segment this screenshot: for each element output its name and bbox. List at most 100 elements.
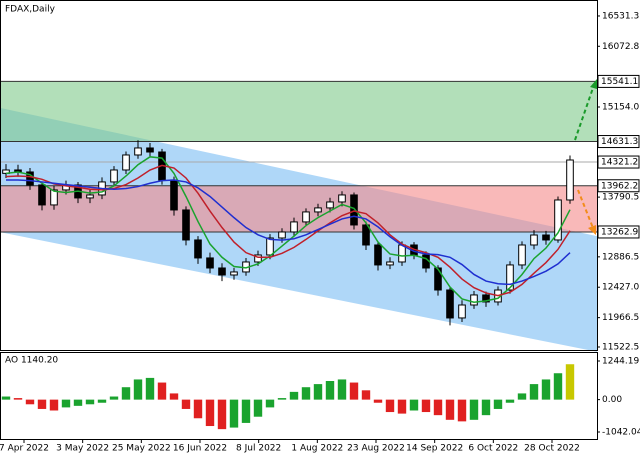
ao-bar xyxy=(481,399,491,416)
x-tick-label: 16 Jun 2022 xyxy=(173,444,227,454)
ao-bar xyxy=(217,399,227,430)
x-tick-label: 23 Aug 2022 xyxy=(347,444,405,454)
chart-title: FDAX,Daily xyxy=(5,5,56,15)
ao-bar xyxy=(337,379,347,400)
ao-bar xyxy=(97,399,107,403)
candle-body xyxy=(122,154,130,171)
candle-body xyxy=(110,169,118,183)
candle-body xyxy=(458,304,466,319)
ao-bar xyxy=(145,377,155,400)
candle-body xyxy=(314,207,322,213)
candle-body xyxy=(38,184,46,206)
ao-bar xyxy=(133,379,143,400)
ao-bar xyxy=(517,393,527,400)
ao-bar xyxy=(313,384,323,400)
ao-bar xyxy=(277,398,287,400)
price-panel xyxy=(0,80,597,352)
ao-bar xyxy=(169,393,179,400)
candle-body xyxy=(290,221,298,233)
candle-body xyxy=(398,244,406,263)
ao-bar xyxy=(469,399,479,420)
ao-bar xyxy=(109,396,119,400)
candle-body xyxy=(170,179,178,211)
x-tick-label: 28 Oct 2022 xyxy=(524,444,580,454)
candle-body xyxy=(446,289,454,319)
ao-bar xyxy=(457,399,467,422)
ao-bar xyxy=(289,391,299,400)
candle-body xyxy=(338,194,346,203)
indicator-tick-label: 1244.19 xyxy=(602,356,639,366)
moving-average xyxy=(5,156,571,303)
ao-bar xyxy=(13,398,23,400)
ao-bar xyxy=(349,382,359,400)
ao-bar xyxy=(529,384,539,400)
indicator-frame xyxy=(0,352,598,440)
ao-bar xyxy=(361,390,371,400)
indicator-tick-label: -1042.04 xyxy=(602,427,640,437)
candle-body xyxy=(362,224,370,246)
y-tick-label: 12886.5 xyxy=(602,252,639,262)
ao-bar xyxy=(73,399,83,406)
candle-body xyxy=(26,171,34,186)
indicator-panel xyxy=(1,364,575,430)
ao-bar xyxy=(265,399,275,408)
candle-body xyxy=(530,234,538,246)
candle-body xyxy=(350,194,358,226)
ao-bar xyxy=(505,399,515,403)
price-label: 13962.2 xyxy=(601,181,638,191)
ao-bar xyxy=(565,364,575,400)
candle-body xyxy=(302,211,310,223)
ao-bar xyxy=(325,381,335,400)
candle-body xyxy=(542,234,550,241)
candle-body xyxy=(218,267,226,276)
candle-body xyxy=(278,231,286,239)
candle-body xyxy=(230,271,238,276)
y-tick-label: 13790.5 xyxy=(602,193,639,203)
candle-body xyxy=(254,254,262,263)
ao-bar xyxy=(373,399,383,403)
ao-bar xyxy=(157,382,167,400)
ao-bar xyxy=(421,399,431,413)
ao-bar xyxy=(49,399,59,411)
candle-body xyxy=(506,264,514,291)
indicator-label: AO 1140.20 xyxy=(5,356,58,366)
ao-bar xyxy=(433,399,443,416)
y-tick-label: 11966.5 xyxy=(602,313,639,323)
ao-bar xyxy=(229,399,239,428)
candle-body xyxy=(326,201,334,209)
price-label: 14631.3 xyxy=(601,137,638,147)
price-zone xyxy=(0,81,597,142)
ao-bar xyxy=(85,399,95,405)
y-tick-label: 15154.0 xyxy=(602,102,639,112)
candle-body xyxy=(434,267,442,291)
ao-bar xyxy=(541,379,551,400)
ao-bar xyxy=(37,399,47,409)
candle-body xyxy=(194,239,202,259)
ao-bar xyxy=(25,399,35,405)
y-tick-label: 12427.0 xyxy=(602,283,639,293)
x-tick-label: 1 Aug 2022 xyxy=(291,444,343,454)
arrow-head xyxy=(588,225,596,235)
x-tick-label: 6 Oct 2022 xyxy=(468,444,518,454)
candle-body xyxy=(554,199,562,241)
candle-body xyxy=(482,294,490,303)
ao-bar xyxy=(493,399,503,409)
price-frame xyxy=(0,0,598,351)
candle-body xyxy=(566,159,574,201)
ao-bar xyxy=(445,399,455,420)
ao-bar xyxy=(385,399,395,413)
ao-bar xyxy=(61,399,71,408)
y-tick-label: 11522.5 xyxy=(602,342,639,352)
price-label: 13262.9 xyxy=(601,227,638,237)
x-tick-label: 25 May 2022 xyxy=(112,444,171,454)
ao-bar xyxy=(301,387,311,400)
candle-body xyxy=(206,257,214,269)
x-tick-label: 14 Sep 2022 xyxy=(406,444,463,454)
ao-bar xyxy=(181,399,191,409)
ao-bar xyxy=(397,399,407,414)
candle-body xyxy=(86,194,94,199)
ao-bar xyxy=(121,387,131,400)
arrow-head xyxy=(590,79,597,89)
y-tick-label: 16531.3 xyxy=(602,11,639,21)
